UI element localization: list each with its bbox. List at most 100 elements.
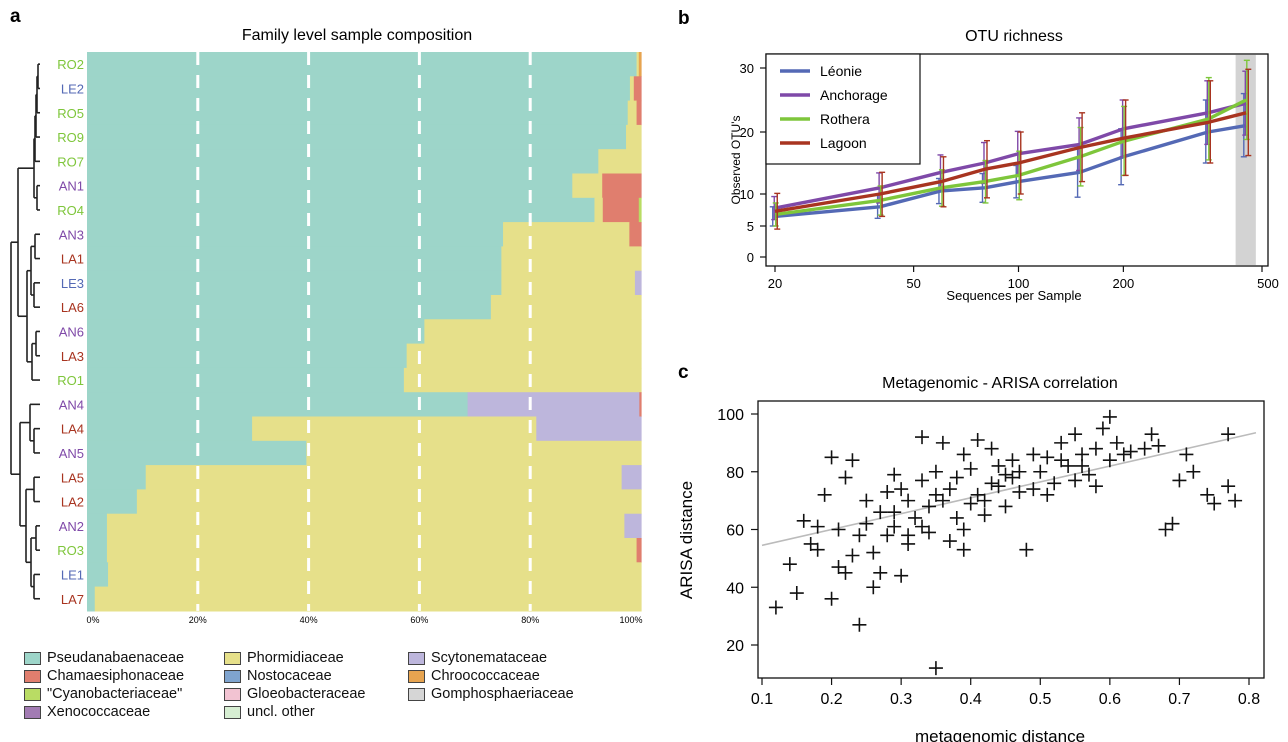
composition-bar-segment	[87, 222, 504, 247]
correlation-point	[810, 519, 825, 534]
correlation-point	[1144, 427, 1159, 442]
correlation-x-tick-label: 0.7	[1168, 691, 1190, 708]
correlation-point	[782, 557, 797, 572]
correlation-point	[831, 522, 846, 537]
dendrogram	[10, 63, 40, 600]
correlation-x-tick-label: 0.8	[1238, 691, 1260, 708]
composition-bar-segment	[87, 489, 138, 515]
correlation-point	[977, 508, 992, 523]
composition-bar-segment	[252, 416, 537, 442]
composition-bar-segment	[503, 222, 630, 247]
composition-x-tick: 20%	[189, 615, 207, 625]
composition-bar-segment	[145, 465, 623, 490]
composition-legend-swatch	[408, 669, 425, 683]
correlation-point	[970, 432, 985, 447]
otu-shaded-band-rect	[1235, 55, 1256, 265]
correlation-point	[1054, 453, 1069, 468]
correlation-point	[789, 586, 804, 601]
correlation-point	[810, 542, 825, 557]
sample-label: AN1	[59, 179, 84, 194]
correlation-point	[935, 435, 950, 450]
composition-legend-label: Pseudanabaenaceae	[47, 650, 185, 666]
correlation-point	[887, 467, 902, 482]
correlation-point	[1081, 467, 1096, 482]
correlation-plot-frame	[757, 400, 1265, 679]
composition-legend-item: Chroococcaceae	[408, 668, 540, 684]
composition-legend-swatch	[24, 669, 41, 683]
correlation-point	[1151, 438, 1166, 453]
correlation-points	[768, 409, 1243, 676]
sample-label: AN2	[59, 519, 84, 534]
composition-bar-segment	[638, 52, 642, 77]
correlation-x-label: metagenomic distance	[915, 727, 1085, 742]
composition-bar-segment	[638, 197, 642, 223]
composition-bar-segment	[87, 149, 599, 175]
composition-bar-segment	[87, 586, 96, 612]
otu-richness-chart: OTU richness 20 50 100 200 500 0 5 10 20 30 Léoni…	[729, 28, 1279, 303]
correlation-y-tick-label: 60	[726, 523, 744, 540]
composition-legend-item: Pseudanabaenaceae	[24, 650, 184, 666]
otu-axes: 20 50 100 200 500 0 5 10 20 30	[740, 61, 1279, 291]
correlation-x-tick-label: 0.6	[1099, 691, 1121, 708]
correlation-point	[824, 450, 839, 465]
correlation-point	[1047, 476, 1062, 491]
panel-label-b: b	[678, 8, 690, 29]
composition-bar-segment	[602, 197, 640, 223]
composition-x-tick: 40%	[300, 615, 318, 625]
correlation-point	[768, 600, 783, 615]
composition-bar-segment	[636, 538, 642, 563]
sample-label: LE1	[61, 567, 84, 582]
composition-legend-swatch	[224, 705, 241, 719]
composition-legend-swatch	[224, 651, 241, 665]
sample-label: LA4	[61, 422, 84, 437]
composition-legend-item: Nostocaceae	[224, 668, 332, 684]
sample-label: RO5	[57, 106, 84, 121]
correlation-point	[928, 487, 943, 502]
composition-x-tick: 0%	[86, 615, 99, 625]
otu-y-tick-label: 5	[747, 219, 754, 234]
correlation-y-tick-label: 20	[726, 638, 744, 655]
sample-label: RO1	[57, 373, 84, 388]
composition-bar-segment	[626, 124, 642, 150]
panel-label-c: c	[678, 362, 689, 383]
composition-bar-segment	[634, 270, 642, 296]
correlation-point	[1033, 464, 1048, 479]
sample-label: AN3	[59, 227, 84, 242]
composition-bar-segment	[136, 489, 642, 515]
correlation-point	[831, 560, 846, 575]
otu-series-line	[774, 123, 1247, 219]
correlation-point	[928, 661, 943, 676]
correlation-point	[845, 453, 860, 468]
composition-legend-label: Nostocaceae	[247, 668, 332, 684]
composition-legend-item: Gomphosphaeriaceae	[408, 686, 574, 702]
correlation-point	[1200, 487, 1215, 502]
composition-bar-segment	[87, 270, 502, 296]
correlation-point	[991, 458, 1006, 473]
composition-x-ticks: 0% 20% 40% 60% 80% 100%	[86, 615, 642, 625]
composition-bar-segment	[87, 295, 492, 320]
composition-legend-item: Scytonemataceae	[408, 650, 547, 666]
composition-legend-label: Scytonemataceae	[431, 650, 548, 666]
correlation-point	[866, 545, 881, 560]
correlation-point	[1061, 458, 1076, 473]
otu-y-tick-label: 10	[740, 187, 754, 202]
otu-x-tick-label: 50	[906, 276, 920, 291]
correlation-point	[908, 510, 923, 525]
correlation-point	[866, 580, 881, 595]
sample-label: LA2	[61, 495, 84, 510]
otu-legend-label: Anchorage	[820, 87, 888, 103]
otu-y-tick-label: 0	[747, 250, 754, 265]
composition-bar-segment	[87, 367, 405, 393]
correlation-point	[803, 536, 818, 551]
composition-bar-segment	[87, 173, 573, 199]
correlation-point	[991, 479, 1006, 494]
correlation-point	[956, 447, 971, 462]
composition-bar-segment	[87, 76, 631, 102]
composition-chart: Family level sample composition RO2LE2RO…	[10, 27, 643, 625]
sample-label: LE3	[61, 276, 84, 291]
correlation-point	[859, 516, 874, 531]
composition-bar-segment	[572, 173, 603, 199]
correlation-y-label: ARISA distance	[677, 481, 696, 599]
correlation-point	[796, 513, 811, 528]
correlation-point	[935, 493, 950, 508]
